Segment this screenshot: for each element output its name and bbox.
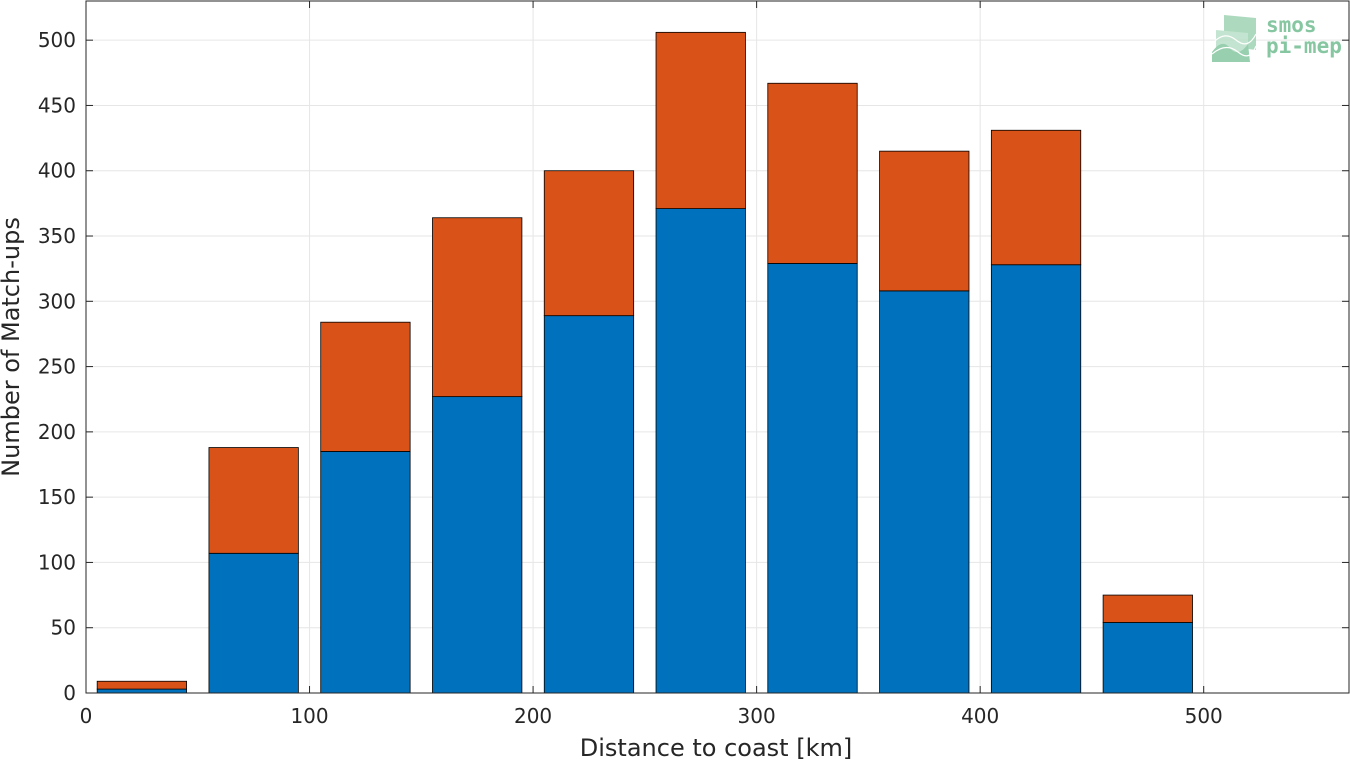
y-tick-label: 100: [38, 550, 76, 574]
y-tick-label: 350: [38, 224, 76, 248]
plot-frame: [85, 0, 1350, 694]
bar-segment-series-1: [879, 290, 970, 694]
bar-segment-series-2: [432, 217, 523, 398]
smos-pi-mep-logo: smos pi-mep: [1211, 13, 1342, 62]
bar-segment-series-1: [320, 451, 411, 694]
bar-segment-series-2: [767, 82, 858, 264]
y-axis-title: Number of Match-ups: [0, 217, 25, 477]
x-tick-label: 400: [961, 704, 999, 728]
bar-segment-series-2: [879, 150, 970, 292]
bar-segment-series-1: [432, 396, 523, 694]
bar-segment-series-2: [1102, 594, 1193, 623]
logo-graph-icon: [1211, 15, 1257, 62]
y-tick-label: 300: [38, 289, 76, 313]
logo-text-line1: smos: [1266, 13, 1317, 37]
bar-segment-series-1: [655, 208, 746, 694]
bar-segment-series-2: [655, 31, 746, 209]
logo-text-line2: pi-mep: [1266, 34, 1342, 58]
x-tick-label: 300: [738, 704, 776, 728]
y-tick-label: 500: [38, 28, 76, 52]
x-tick-labels: 0 100 200 300 400 500: [80, 704, 1223, 728]
y-tick-label: 450: [38, 93, 76, 117]
bar-segment-series-2: [208, 447, 299, 554]
bar-segment-series-1: [767, 263, 858, 694]
y-tick-label: 0: [63, 681, 76, 705]
bars: [96, 31, 1193, 694]
bar-segment-series-1: [543, 315, 635, 694]
bar-segment-series-2: [990, 129, 1082, 266]
y-tick-label: 150: [38, 485, 76, 509]
y-tick-label: 200: [38, 420, 76, 444]
bar-segment-series-1: [1102, 622, 1193, 694]
x-tick-label: 0: [80, 704, 93, 728]
x-tick-label: 200: [514, 704, 552, 728]
bar-segment-series-1: [208, 552, 299, 694]
x-tick-label: 100: [290, 704, 328, 728]
bar-segment-series-2: [96, 680, 187, 690]
y-tick-label: 400: [38, 159, 76, 183]
bar-segment-series-2: [320, 321, 411, 452]
y-tick-label: 250: [38, 355, 76, 379]
bar-segment-series-1: [96, 688, 187, 694]
x-axis-title: Distance to coast [km]: [580, 734, 852, 761]
bar-segment-series-1: [990, 264, 1082, 694]
bar-segment-series-2: [543, 170, 635, 317]
y-tick-label: 50: [51, 616, 76, 640]
axis-ticks: [85, 1, 1349, 694]
y-tick-labels: 0 50 100 150 200 250 300 350 400 450 500: [38, 28, 76, 705]
x-tick-label: 500: [1185, 704, 1223, 728]
